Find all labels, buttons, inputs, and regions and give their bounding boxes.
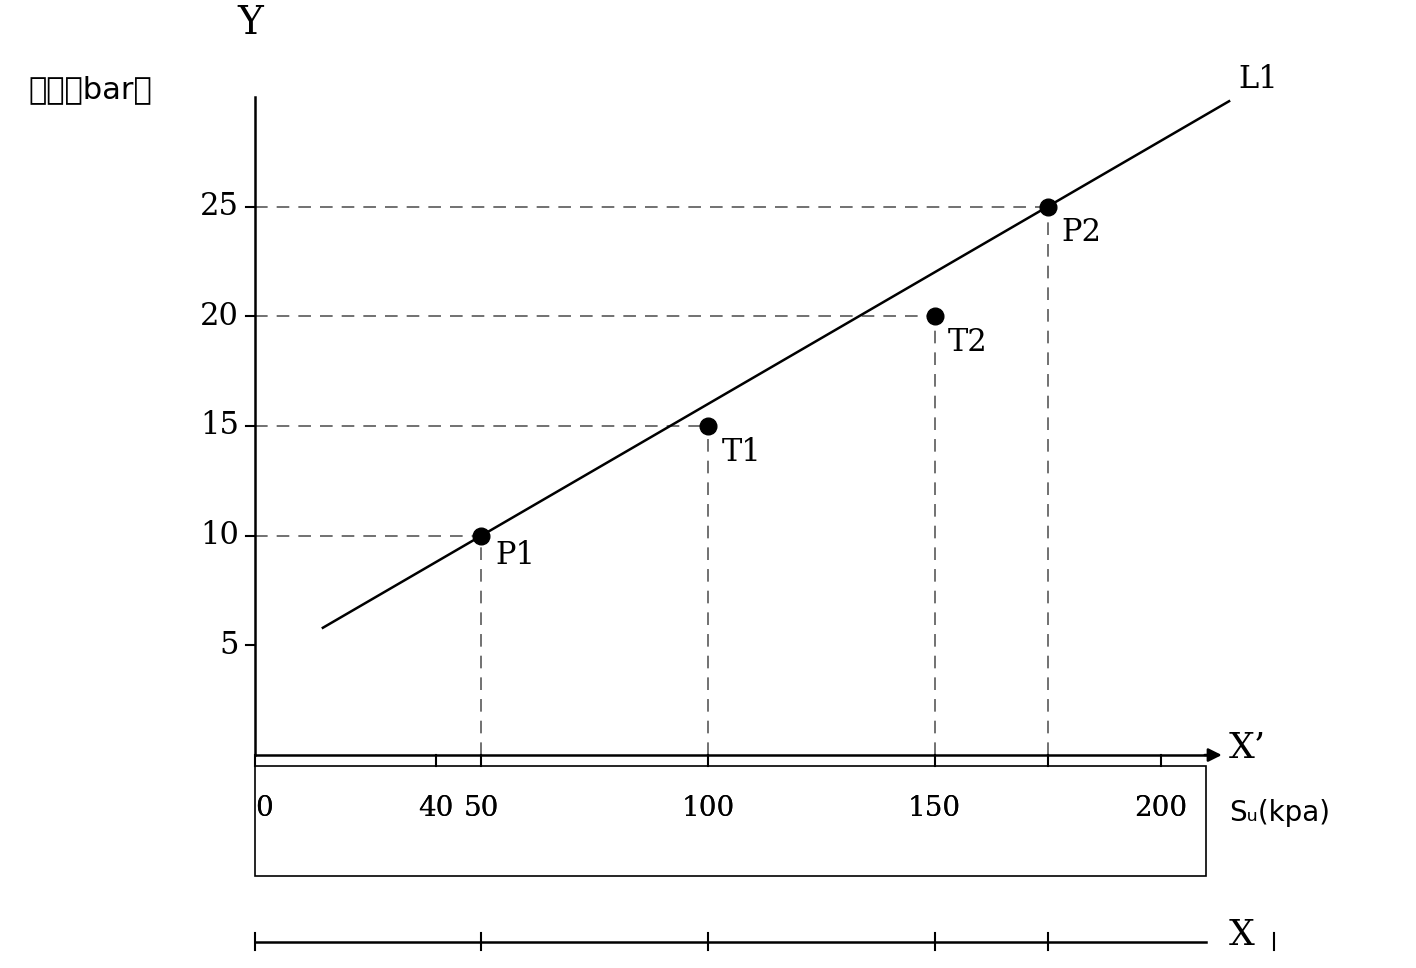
Text: 15: 15 (200, 410, 239, 441)
Text: Sᵤ(kpa): Sᵤ(kpa) (1229, 799, 1330, 827)
Text: Y: Y (238, 5, 263, 42)
Text: 20: 20 (200, 301, 239, 332)
Text: 100: 100 (681, 795, 735, 822)
Text: P1: P1 (496, 540, 535, 571)
Text: L1: L1 (1238, 64, 1277, 95)
Bar (255, 766, 1206, 876)
Text: 25: 25 (200, 191, 239, 222)
Text: 0: 0 (255, 795, 273, 822)
Text: 150: 150 (908, 795, 961, 822)
Text: T1: T1 (722, 437, 762, 468)
Text: 50: 50 (464, 795, 498, 822)
Text: P2: P2 (1062, 218, 1102, 249)
Text: X’: X’ (1229, 732, 1266, 766)
Text: 200: 200 (1134, 795, 1188, 822)
Text: 压力（bar）: 压力（bar） (28, 75, 152, 104)
Text: 0: 0 (255, 795, 273, 822)
Text: T2: T2 (949, 327, 988, 358)
Text: 5: 5 (219, 630, 239, 661)
Text: 50: 50 (464, 795, 498, 822)
Text: 100: 100 (681, 795, 735, 822)
Text: 10: 10 (200, 520, 239, 551)
Text: X: X (1229, 918, 1255, 952)
Text: 150: 150 (908, 795, 961, 822)
Text: 40: 40 (419, 795, 453, 822)
Text: 200: 200 (1134, 795, 1188, 822)
Text: 40: 40 (419, 795, 453, 822)
